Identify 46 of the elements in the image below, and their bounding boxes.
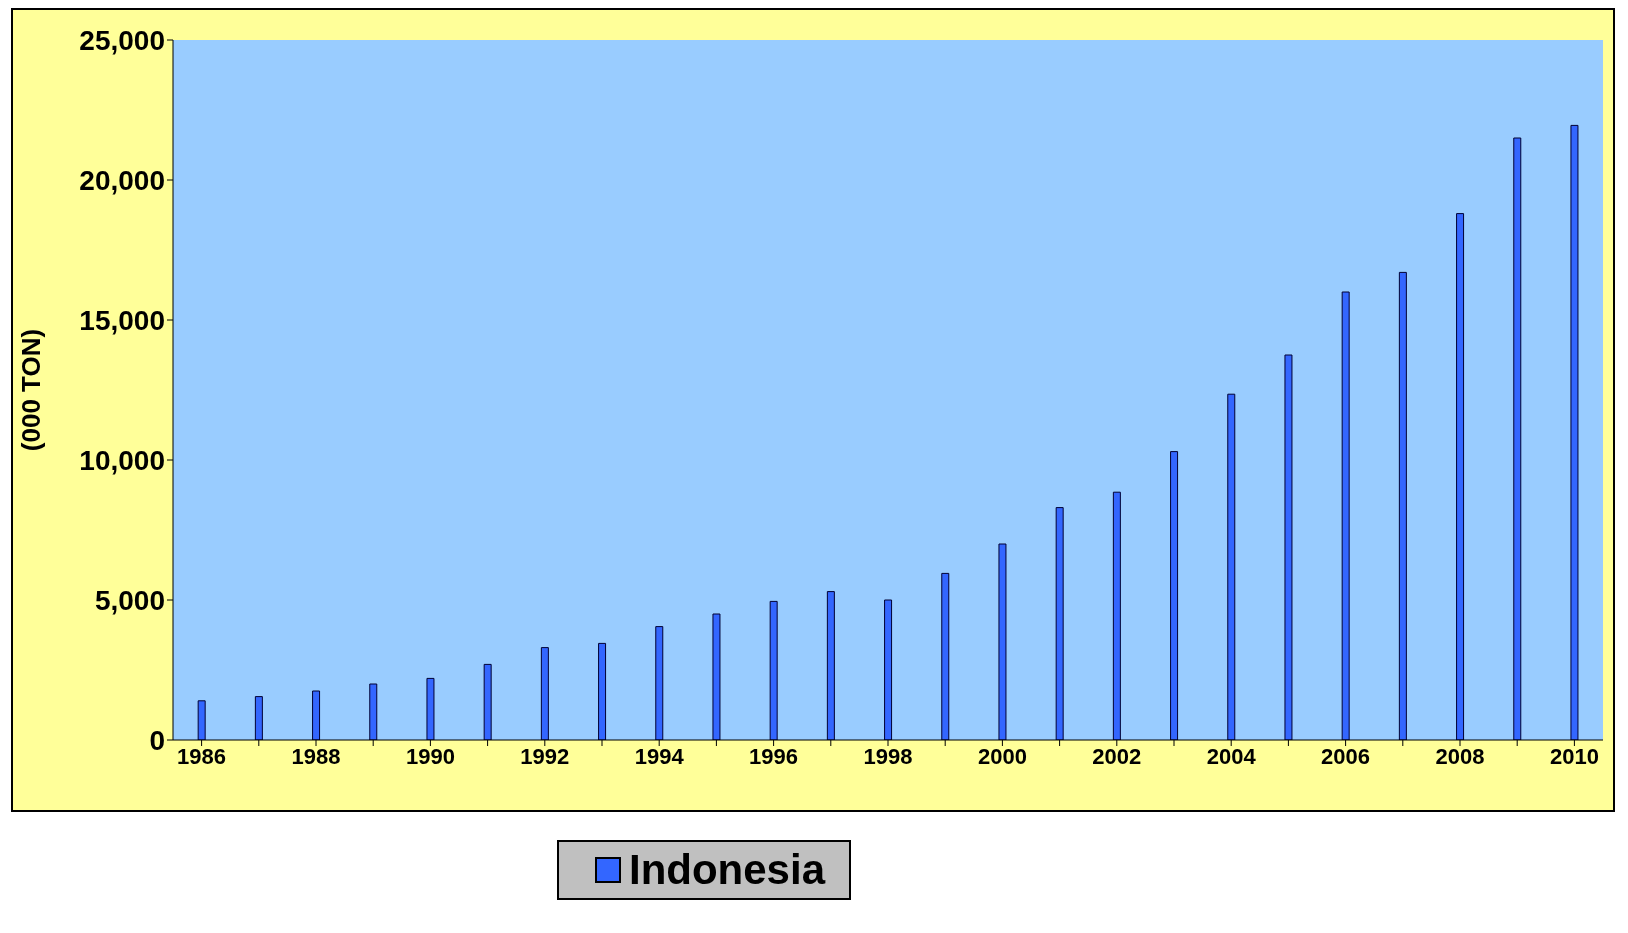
bar bbox=[598, 642, 607, 740]
bar bbox=[369, 683, 378, 740]
bar bbox=[1570, 124, 1579, 740]
bar bbox=[826, 591, 835, 740]
bar bbox=[1284, 354, 1293, 740]
bar bbox=[1055, 507, 1064, 740]
x-tick-label: 2002 bbox=[1092, 743, 1142, 769]
bar bbox=[1456, 213, 1465, 740]
bar bbox=[1398, 271, 1407, 740]
x-tick-label: 1992 bbox=[520, 743, 570, 769]
y-tick-label: 20,000 bbox=[79, 164, 165, 196]
bar bbox=[884, 599, 893, 740]
bar bbox=[1170, 451, 1179, 740]
bar bbox=[941, 572, 950, 740]
bar bbox=[540, 647, 549, 740]
y-tick-label: 0 bbox=[149, 724, 165, 756]
x-tick-label: 2000 bbox=[977, 743, 1027, 769]
y-tick-label: 25,000 bbox=[79, 24, 165, 56]
x-tick-label: 1996 bbox=[749, 743, 799, 769]
bar bbox=[197, 700, 206, 740]
x-tick-label: 1994 bbox=[634, 743, 685, 769]
bar bbox=[1513, 137, 1522, 740]
x-tick-label: 2008 bbox=[1435, 743, 1485, 769]
legend-label: Indonesia bbox=[628, 846, 826, 894]
bar bbox=[426, 677, 435, 740]
y-tick-label: 10,000 bbox=[79, 444, 165, 476]
x-tick-label: 1988 bbox=[291, 743, 341, 769]
bar bbox=[483, 663, 492, 740]
y-axis-title: (000 TON) bbox=[16, 328, 47, 452]
bar bbox=[998, 543, 1007, 740]
bar bbox=[655, 626, 664, 740]
bar bbox=[254, 696, 263, 740]
x-tick-label: 1998 bbox=[863, 743, 913, 769]
bar bbox=[769, 600, 778, 740]
bar bbox=[1227, 393, 1236, 740]
bar bbox=[1112, 491, 1121, 740]
x-tick-label: 1986 bbox=[177, 743, 227, 769]
x-tick-label: 2004 bbox=[1206, 743, 1257, 769]
bar bbox=[312, 690, 321, 740]
y-tick-label: 5,000 bbox=[94, 584, 165, 616]
bar bbox=[1341, 291, 1350, 740]
x-tick-label: 2006 bbox=[1321, 743, 1371, 769]
x-tick-label: 2010 bbox=[1549, 743, 1599, 769]
x-tick-label: 1990 bbox=[405, 743, 455, 769]
y-tick-label: 15,000 bbox=[79, 304, 165, 336]
bar bbox=[712, 613, 721, 740]
